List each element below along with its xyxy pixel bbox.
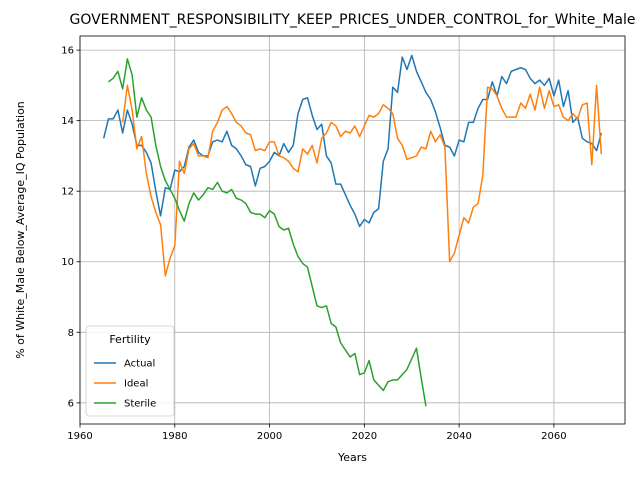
series-group <box>102 54 603 407</box>
series-line-actual <box>102 54 603 228</box>
legend-label-ideal: Ideal <box>124 379 148 390</box>
y-tick-label: 10 <box>61 257 74 268</box>
y-tick-label: 14 <box>61 116 74 127</box>
x-tick-label: 1980 <box>162 431 187 442</box>
x-tick-label: 2060 <box>541 431 566 442</box>
legend-box <box>85 325 175 417</box>
ticks-group: 1960 1980 2000 2020 2040 2060 6 8 10 12 14 16 <box>61 46 566 442</box>
x-axis-label: Years <box>337 451 367 464</box>
legend-title: Fertility <box>109 333 151 346</box>
x-tick-label: 1960 <box>67 431 92 442</box>
series-line-sterile <box>107 58 427 407</box>
y-tick-label: 6 <box>68 398 74 409</box>
plot-frame <box>79 35 626 425</box>
chart-title: GOVERNMENT_RESPONSIBILITY_KEEP_PRICES_UN… <box>69 12 635 28</box>
series-line-ideal <box>121 84 603 277</box>
legend-label-sterile: Sterile <box>124 399 156 410</box>
y-tick-label: 12 <box>61 187 74 198</box>
legend: Fertility Actual Ideal Sterile <box>85 325 175 417</box>
x-tick-label: 2000 <box>257 431 282 442</box>
y-tick-label: 16 <box>61 46 74 57</box>
legend-label-actual: Actual <box>124 359 155 370</box>
x-tick-label: 2040 <box>446 431 471 442</box>
y-axis-label: % of White_Male Below_Average_IQ Populat… <box>14 101 27 359</box>
y-tick-label: 8 <box>68 328 74 339</box>
x-tick-label: 2020 <box>352 431 377 442</box>
